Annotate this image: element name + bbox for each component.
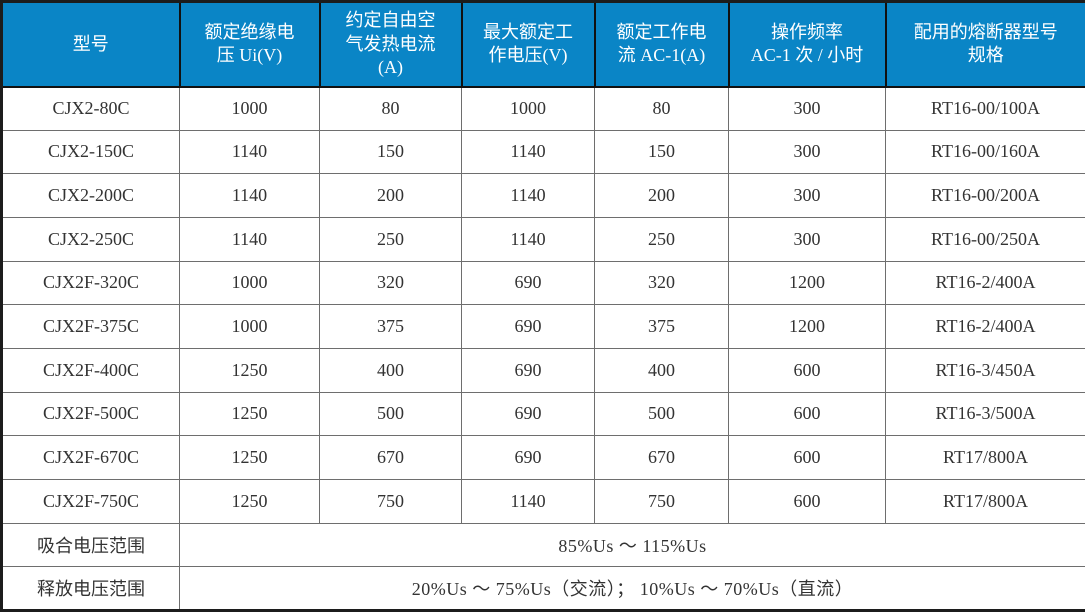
value-cell: 1140	[179, 129, 320, 175]
table-row: CJX2-150C 1140 150 1140 150 300 RT16-00/160A	[1, 129, 1085, 175]
value-cell: 690	[461, 391, 595, 437]
value-cell: 1200	[728, 260, 886, 306]
value-cell: 250	[319, 216, 462, 262]
value-cell: 690	[461, 260, 595, 306]
value-cell: 1140	[179, 216, 320, 262]
release-voltage-label: 释放电压范围	[1, 566, 180, 611]
pickup-voltage-value: 85%Us ～ 115%Us	[179, 522, 1085, 568]
value-cell: 1250	[179, 347, 320, 393]
value-cell: RT16-3/450A	[885, 347, 1085, 393]
value-cell: 80	[594, 86, 729, 131]
value-cell: 400	[594, 347, 729, 393]
header-cell-insulation-voltage: 额定绝缘电 压 Ui(V)	[178, 1, 321, 88]
header-cell-rated-current: 额定工作电 流 AC-1(A)	[593, 1, 730, 88]
value-cell: 500	[319, 391, 462, 437]
value-cell: 1140	[461, 173, 595, 218]
table-row: CJX2F-670C 1250 670 690 670 600 RT17/800A	[1, 435, 1085, 480]
release-voltage-value: 20%Us ～ 75%Us（交流）； 10%Us ～ 70%Us（直流）	[179, 566, 1085, 611]
header-cell-fuse-spec: 配用的熔断器型号 规格	[884, 1, 1085, 88]
value-cell: 300	[728, 173, 886, 218]
value-cell: 250	[594, 216, 729, 262]
value-cell: RT16-00/100A	[885, 86, 1085, 131]
model-cell: CJX2-250C	[1, 216, 180, 262]
value-cell: 1000	[179, 260, 320, 306]
value-cell: 690	[461, 435, 595, 480]
value-cell: 320	[594, 260, 729, 306]
value-cell: 1000	[179, 86, 320, 131]
value-cell: 690	[461, 304, 595, 349]
value-cell: 375	[594, 304, 729, 349]
value-cell: 750	[594, 478, 729, 524]
model-cell: CJX2F-670C	[1, 435, 180, 480]
model-cell: CJX2F-320C	[1, 260, 180, 306]
value-cell: RT16-2/400A	[885, 304, 1085, 349]
table-row: CJX2F-400C 1250 400 690 400 600 RT16-3/450A	[1, 347, 1085, 393]
value-cell: 1000	[461, 86, 595, 131]
value-cell: 1250	[179, 478, 320, 524]
value-cell: RT16-00/200A	[885, 173, 1085, 218]
pickup-voltage-row: 吸合电压范围 85%Us ～ 115%Us	[1, 522, 1085, 568]
value-cell: 80	[319, 86, 462, 131]
value-cell: 670	[594, 435, 729, 480]
model-cell: CJX2F-500C	[1, 391, 180, 437]
value-cell: 200	[594, 173, 729, 218]
header-cell-model: 型号	[1, 1, 181, 88]
value-cell: 500	[594, 391, 729, 437]
value-cell: 375	[319, 304, 462, 349]
value-cell: 670	[319, 435, 462, 480]
value-cell: 1200	[728, 304, 886, 349]
value-cell: 150	[594, 129, 729, 175]
table-row: CJX2F-375C 1000 375 690 375 1200 RT16-2/400A	[1, 304, 1085, 349]
table-row: CJX2-80C 1000 80 1000 80 300 RT16-00/100A	[1, 86, 1085, 131]
table-row: CJX2F-750C 1250 750 1140 750 600 RT17/800A	[1, 478, 1085, 524]
table-row: CJX2-200C 1140 200 1140 200 300 RT16-00/200A	[1, 173, 1085, 218]
value-cell: RT16-00/160A	[885, 129, 1085, 175]
model-cell: CJX2F-750C	[1, 478, 180, 524]
model-cell: CJX2-150C	[1, 129, 180, 175]
table-row: CJX2F-500C 1250 500 690 500 600 RT16-3/500A	[1, 391, 1085, 437]
value-cell: 300	[728, 129, 886, 175]
header-cell-thermal-current: 约定自由空 气发热电流 (A)	[318, 1, 463, 88]
value-cell: 600	[728, 391, 886, 437]
value-cell: RT16-00/250A	[885, 216, 1085, 262]
header-row: 型号 额定绝缘电 压 Ui(V) 约定自由空 气发热电流 (A) 最大额定工 作…	[1, 1, 1085, 88]
model-cell: CJX2-80C	[1, 86, 180, 131]
pickup-voltage-label: 吸合电压范围	[1, 522, 180, 568]
value-cell: 750	[319, 478, 462, 524]
value-cell: RT17/800A	[885, 478, 1085, 524]
value-cell: 690	[461, 347, 595, 393]
model-cell: CJX2F-400C	[1, 347, 180, 393]
value-cell: 600	[728, 478, 886, 524]
value-cell: 1250	[179, 391, 320, 437]
value-cell: 1140	[179, 173, 320, 218]
value-cell: 300	[728, 86, 886, 131]
value-cell: 1140	[461, 478, 595, 524]
table-header: 型号 额定绝缘电 压 Ui(V) 约定自由空 气发热电流 (A) 最大额定工 作…	[1, 1, 1085, 88]
model-cell: CJX2F-375C	[1, 304, 180, 349]
value-cell: 400	[319, 347, 462, 393]
value-cell: 1000	[179, 304, 320, 349]
value-cell: 1140	[461, 216, 595, 262]
value-cell: 320	[319, 260, 462, 306]
table-row: CJX2-250C 1140 250 1140 250 300 RT16-00/250A	[1, 216, 1085, 262]
value-cell: RT16-3/500A	[885, 391, 1085, 437]
table-body: CJX2-80C 1000 80 1000 80 300 RT16-00/100A CJX2-…	[1, 86, 1085, 611]
value-cell: 1140	[461, 129, 595, 175]
table-row: CJX2F-320C 1000 320 690 320 1200 RT16-2/400A	[1, 260, 1085, 306]
value-cell: 150	[319, 129, 462, 175]
value-cell: 600	[728, 435, 886, 480]
value-cell: 200	[319, 173, 462, 218]
value-cell: 1250	[179, 435, 320, 480]
model-cell: CJX2-200C	[1, 173, 180, 218]
header-cell-op-frequency: 操作频率 AC-1 次 / 小时	[727, 1, 887, 88]
header-cell-max-voltage: 最大额定工 作电压(V)	[460, 1, 596, 88]
value-cell: RT17/800A	[885, 435, 1085, 480]
value-cell: 600	[728, 347, 886, 393]
release-voltage-row: 释放电压范围 20%Us ～ 75%Us（交流）； 10%Us ～ 70%Us（…	[1, 566, 1085, 611]
value-cell: 300	[728, 216, 886, 262]
value-cell: RT16-2/400A	[885, 260, 1085, 306]
